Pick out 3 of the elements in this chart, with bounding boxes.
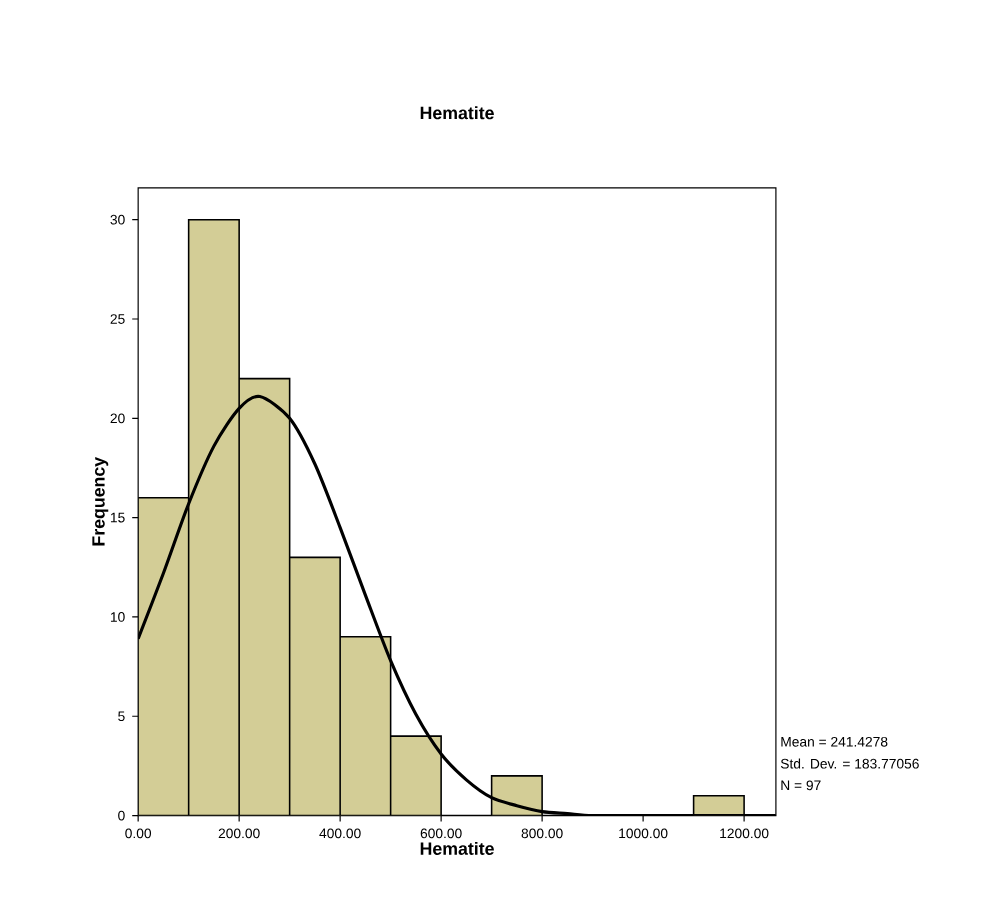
x-axis-title: Hematite	[420, 841, 494, 855]
y-axis-title: Frequency	[92, 457, 109, 546]
chart-title: Hematite	[420, 106, 494, 120]
